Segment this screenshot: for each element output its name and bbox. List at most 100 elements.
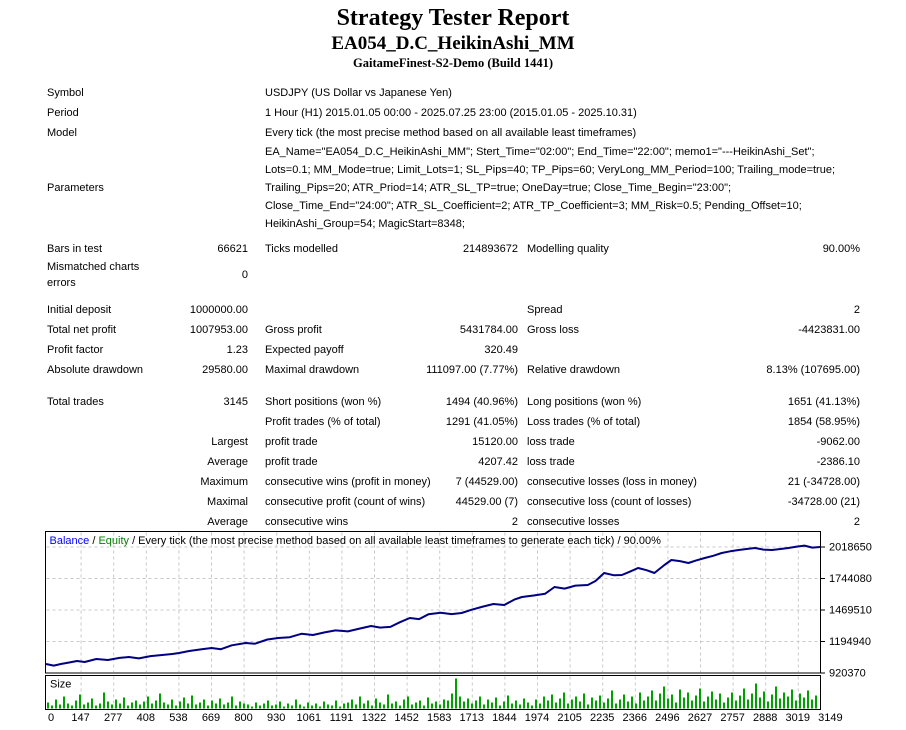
- size-bar: [55, 699, 57, 709]
- stat-label: Absolute drawdown: [47, 364, 144, 376]
- size-bar: [383, 704, 385, 709]
- stat-cell: consecutive losses 2: [527, 512, 860, 532]
- size-bar: [799, 693, 801, 709]
- stat-cell: Absolute drawdown 29580.00: [47, 360, 248, 380]
- x-axis-label: 2235: [590, 712, 614, 724]
- stat-gap: [248, 492, 265, 512]
- legend-separator: /: [89, 535, 98, 547]
- size-bar: [771, 694, 773, 709]
- size-bar: [731, 692, 733, 709]
- stat-value: 29580.00: [202, 364, 248, 376]
- size-bar: [763, 691, 765, 709]
- size-bar: [611, 690, 613, 709]
- size-bar: [351, 699, 353, 709]
- size-bar: [787, 696, 789, 709]
- size-bar: [563, 692, 565, 709]
- size-panel-label: Size: [50, 679, 71, 691]
- stat-cell: loss trade -2386.10: [527, 452, 860, 472]
- stat-label: Long positions (won %): [527, 396, 642, 408]
- stat-label: Maximal drawdown: [265, 364, 360, 376]
- size-bar: [711, 691, 713, 709]
- stat-gap: [248, 392, 265, 412]
- stat-label: Relative drawdown: [527, 364, 620, 376]
- size-bar: [95, 705, 97, 709]
- size-bar: [83, 704, 85, 709]
- size-bar: [223, 704, 225, 709]
- size-bar: [123, 697, 125, 709]
- size-bar: [559, 698, 561, 709]
- stat-label: Profit factor: [47, 344, 104, 356]
- stat-label: Loss trades (% of total): [527, 416, 641, 428]
- size-bar: [155, 700, 157, 709]
- stat-value: 2: [853, 516, 860, 528]
- test-settings-table: Symbol USDJPY (US Dollar vs Japanese Yen)…: [47, 83, 860, 233]
- stat-gap: [248, 259, 265, 291]
- size-bar: [687, 692, 689, 709]
- stat-gap: [518, 300, 527, 320]
- size-bar: [179, 701, 181, 709]
- stat-cell: Long positions (won %) 1651 (41.13%): [527, 392, 860, 412]
- x-axis-label: 3019: [786, 712, 810, 724]
- size-bar: [327, 704, 329, 709]
- x-axis-label: 1452: [394, 712, 418, 724]
- size-bar: [695, 695, 697, 709]
- stat-gap: [248, 472, 265, 492]
- stat-label: Short positions (won %): [265, 396, 382, 408]
- size-bar: [615, 703, 617, 709]
- balance-series-line: [45, 544, 821, 667]
- size-bar: [339, 706, 341, 709]
- x-axis-label: 2105: [557, 712, 581, 724]
- size-bar: [47, 702, 49, 709]
- size-bar: [87, 702, 89, 709]
- x-axis-label: 1061: [297, 712, 321, 724]
- size-bar: [423, 705, 425, 709]
- stat-value: -2386.10: [816, 456, 860, 468]
- size-bar: [379, 702, 381, 709]
- size-bar: [387, 694, 389, 709]
- stat-cell: [265, 300, 518, 320]
- stat-cell: Total trades 3145: [47, 392, 248, 412]
- info-row-value: USDJPY (US Dollar vs Japanese Yen): [265, 87, 452, 99]
- size-bar: [507, 695, 509, 709]
- size-bar: [547, 700, 549, 709]
- stat-gap: [248, 340, 265, 360]
- size-bar: [279, 701, 281, 709]
- size-bar: [723, 702, 725, 709]
- size-bar: [147, 696, 149, 709]
- size-bar: [703, 701, 705, 709]
- size-bar: [139, 704, 141, 709]
- stat-value: 8.13% (107695.00): [766, 364, 860, 376]
- server-build-label: GaitameFinest-S2-Demo (Build 1441): [353, 56, 553, 70]
- size-bar: [335, 700, 337, 709]
- stat-cell: Profit factor 1.23: [47, 340, 248, 360]
- size-bar: [79, 694, 81, 709]
- size-bar: [183, 697, 185, 709]
- stat-value: 1.23: [226, 344, 248, 356]
- size-bar: [435, 701, 437, 709]
- size-bar: [623, 694, 625, 709]
- stat-value: 2: [511, 516, 518, 528]
- size-bar: [775, 686, 777, 709]
- x-axis-label: 277: [104, 712, 122, 724]
- size-bar: [219, 698, 221, 709]
- stat-label: consecutive wins (profit in money): [265, 476, 431, 488]
- stat-cell: Ticks modelled 214893672: [265, 239, 518, 259]
- size-bar: [275, 704, 277, 709]
- stat-label: loss trade: [527, 436, 575, 448]
- size-bar: [271, 705, 273, 709]
- size-bar: [167, 704, 169, 709]
- size-bar: [767, 701, 769, 709]
- size-bar: [543, 696, 545, 709]
- stat-row: Largest profit trade 15120.00 loss trade -90…: [47, 432, 860, 452]
- size-bar: [647, 696, 649, 709]
- size-bar: [75, 700, 77, 709]
- legend-description: / Every tick (the most precise method ba…: [129, 535, 661, 547]
- x-axis-label: 3149: [818, 712, 842, 724]
- stat-cell: consecutive losses (loss in money) 21 (-3…: [527, 472, 860, 492]
- size-bar: [67, 703, 69, 709]
- stat-cell: consecutive profit (count of wins) 44529.…: [265, 492, 518, 512]
- x-axis-label: 1844: [492, 712, 516, 724]
- size-bar: [675, 702, 677, 709]
- balance-equity-chart: 2018650 1744080 1469510 1194940 920370 Balanc…: [45, 531, 872, 724]
- size-bar: [251, 706, 253, 709]
